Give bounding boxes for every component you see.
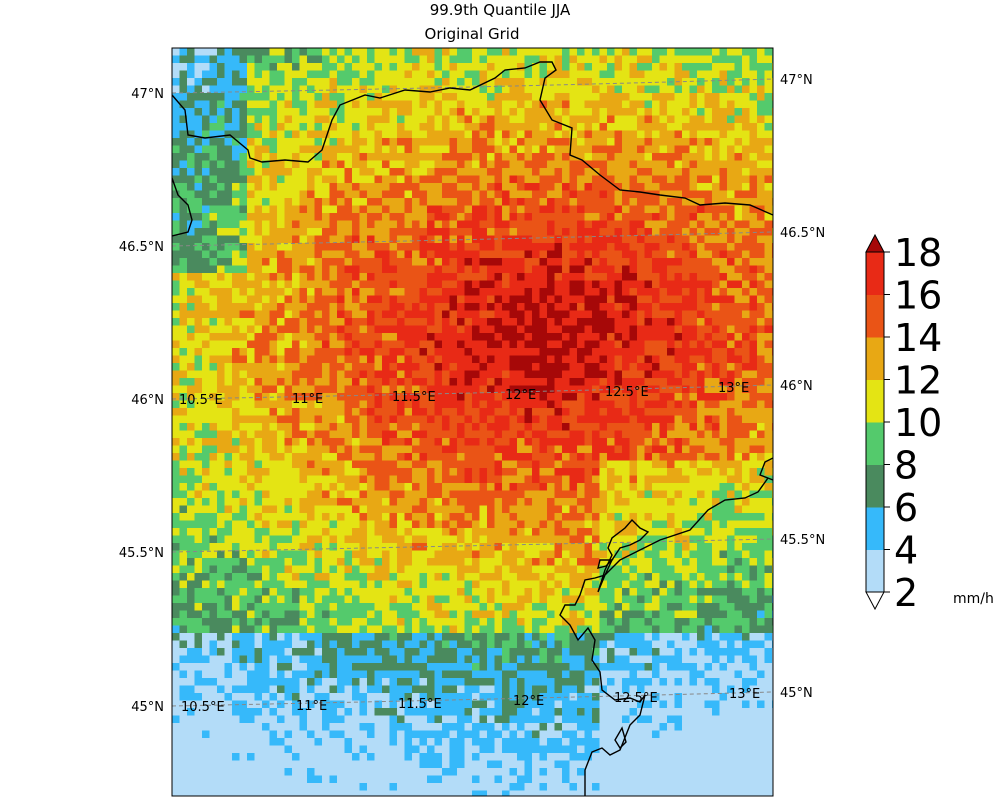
lat-label-right: 47°N <box>780 73 813 88</box>
colorbar-tick-label: 2 <box>894 571 918 615</box>
lon-labels-mid: 10.5°E 11°E 11.5°E 12°E 12.5°E 13°E <box>179 381 749 408</box>
colorbar-segment <box>866 464 884 508</box>
northern-border <box>172 61 773 216</box>
colorbar-segment <box>866 422 884 465</box>
colorbar-tick-label: 14 <box>894 316 942 360</box>
colorbar-tick-label: 12 <box>894 359 942 403</box>
lon-label-bottom: 12°E <box>513 694 544 709</box>
lon-label-bottom: 11.5°E <box>398 697 442 712</box>
lat-label-left: 46°N <box>131 393 164 408</box>
lat-labels-right: 47°N 46.5°N 46°N 45.5°N 45°N <box>780 73 825 701</box>
island-south <box>614 726 627 750</box>
lat-label-right: 46°N <box>780 379 813 394</box>
lon-labels-bottom: 10.5°E 11°E 11.5°E 12°E 12.5°E 13°E <box>181 687 760 715</box>
colorbar-tick-label: 10 <box>894 401 942 445</box>
colorbar-segment <box>866 507 884 550</box>
lat-label-right: 46.5°N <box>780 226 825 241</box>
adriatic-coast <box>559 477 769 796</box>
colorbar-tick-label: 4 <box>894 529 918 573</box>
lon-label-bottom: 10.5°E <box>181 700 225 715</box>
lat-label-left: 46.5°N <box>119 240 164 255</box>
colorbar-tick-label: 8 <box>894 444 918 488</box>
coastlines <box>172 61 773 796</box>
colorbar-segment <box>866 379 884 423</box>
colorbar-tick-label: 6 <box>894 486 918 530</box>
lat-label-left: 45.5°N <box>119 546 164 561</box>
colorbar-segment <box>866 294 884 338</box>
lat-labels-left: 47°N 46.5°N 46°N 45.5°N 45°N <box>119 87 164 715</box>
lon-label-mid: 12°E <box>505 388 536 403</box>
lon-label-mid: 11.5°E <box>392 390 436 405</box>
lon-label-mid: 12.5°E <box>605 385 649 400</box>
chart-subtitle: Original Grid <box>424 25 520 43</box>
lon-label-bottom: 13°E <box>729 687 760 702</box>
colorbar-over-arrow <box>865 233 885 253</box>
colorbar-segments <box>866 252 884 593</box>
grid-cells <box>172 48 773 796</box>
lon-label-mid: 13°E <box>718 381 749 396</box>
colorbar-segment <box>866 252 884 295</box>
lon-label-mid: 11°E <box>292 392 323 407</box>
lat-label-right: 45°N <box>780 686 813 701</box>
colorbar-under-arrow <box>865 591 885 611</box>
lon-label-bottom: 12.5°E <box>614 691 658 706</box>
map-plot-area <box>172 48 773 796</box>
lat-label-left: 45°N <box>131 700 164 715</box>
colorbar-segment <box>866 549 884 593</box>
lagoon-island <box>597 559 614 569</box>
plot-frame <box>171 47 774 797</box>
lon-label-bottom: 11°E <box>296 699 327 714</box>
colorbar-unit: mm/h <box>953 591 994 607</box>
colorbar-tick-label: 16 <box>894 274 942 318</box>
lat-label-right: 45.5°N <box>780 533 825 548</box>
western-border <box>172 177 193 237</box>
colorbar-tick-label: 18 <box>894 231 942 275</box>
eastern-border <box>759 457 773 481</box>
chart-title: 99.9th Quantile JJA <box>429 1 571 19</box>
lon-label-mid: 10.5°E <box>179 393 223 408</box>
colorbar-segment <box>866 337 884 380</box>
lat-label-left: 47°N <box>131 87 164 102</box>
